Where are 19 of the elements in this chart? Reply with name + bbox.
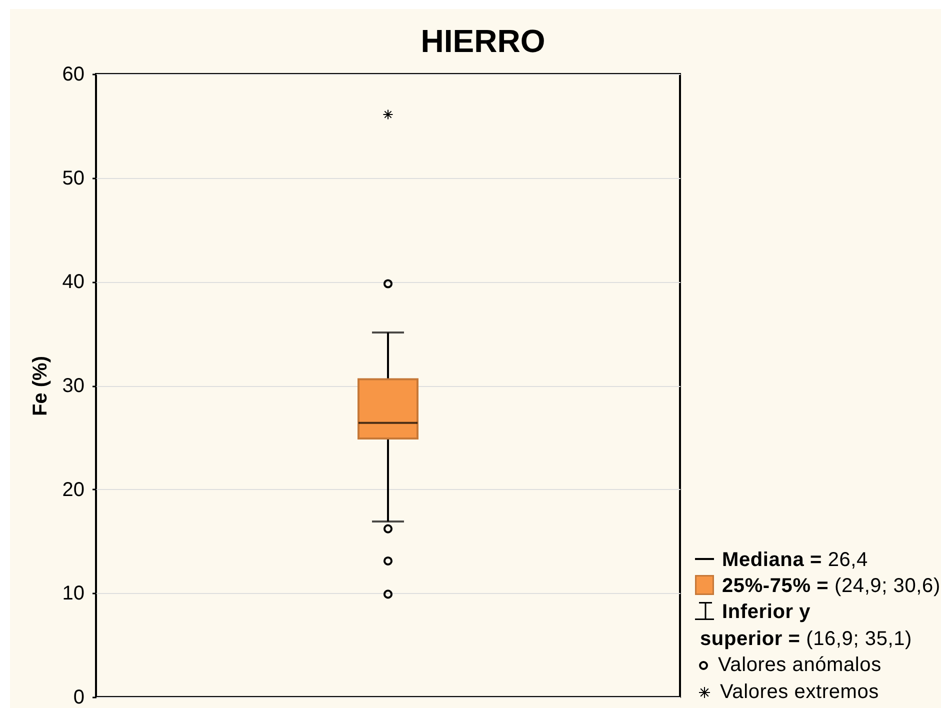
y-tick-label: 10 — [62, 582, 84, 605]
chart-title: HIERRO — [420, 23, 546, 59]
text: Inferior y superior = (16,9; 35,1) — [700, 601, 912, 650]
legend-label: Valores extremos — [719, 680, 880, 705]
point — [383, 524, 393, 534]
y-tick-label: 30 — [62, 375, 84, 397]
y-tick-label: 60 — [62, 64, 84, 86]
y-axis-title: Fe (%) — [29, 356, 52, 416]
point — [383, 279, 393, 288]
text: 25%-75% = (24,9; 30,6) — [722, 574, 940, 597]
point — [383, 590, 393, 599]
point — [382, 109, 394, 120]
point — [383, 556, 393, 566]
y-tick-label: 40 — [62, 271, 84, 294]
legend-label: Valores anómalos — [717, 653, 882, 678]
text: Mediana = 26,4 — [722, 548, 868, 571]
y-tick-label: 50 — [62, 167, 84, 190]
y-tick-label: 20 — [62, 478, 84, 501]
y-tick-label: 0 — [73, 686, 84, 708]
